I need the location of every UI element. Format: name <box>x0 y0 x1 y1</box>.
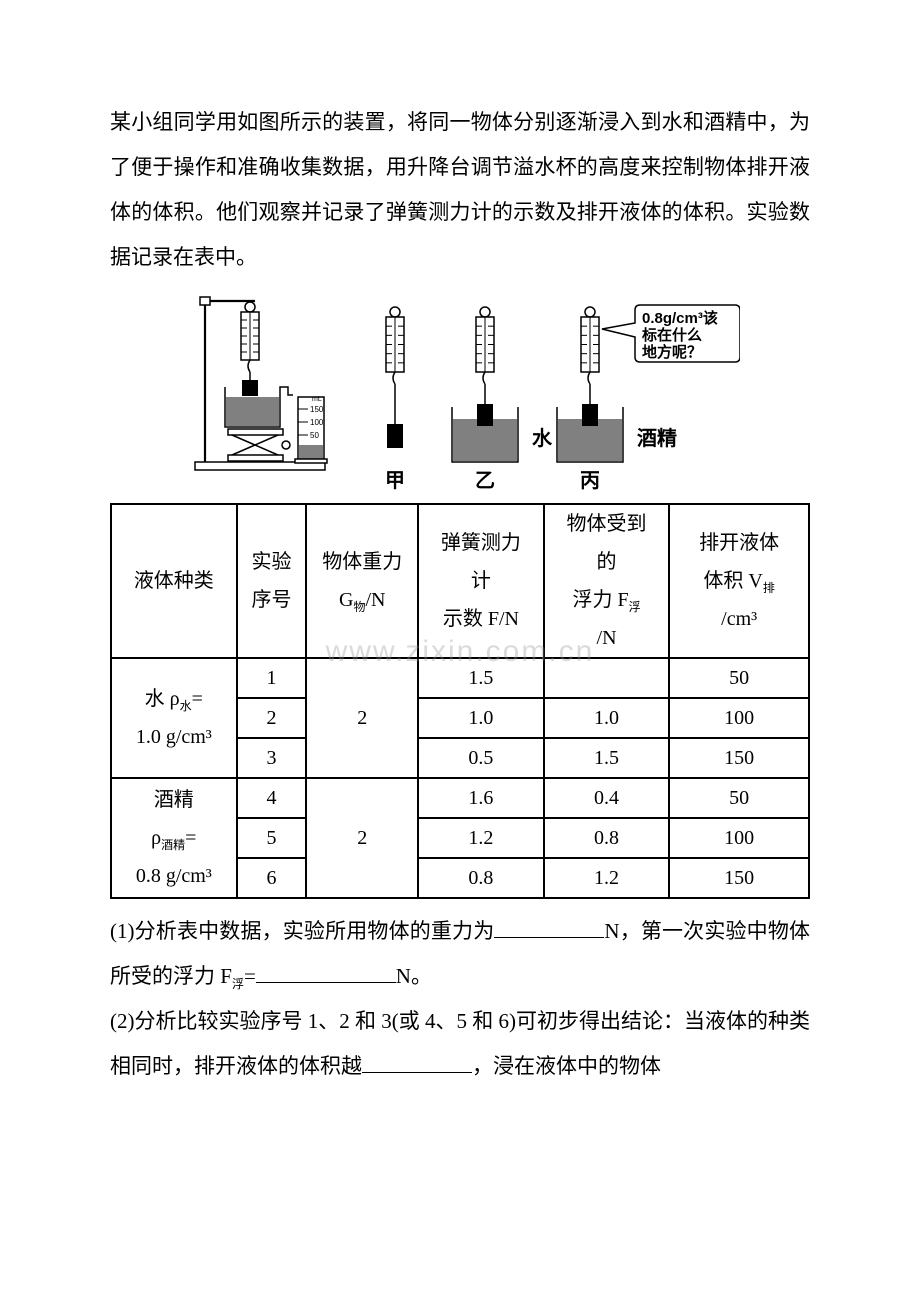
table-row: 酒精 ρ酒精= 0.8 g/cm³ 4 2 1.6 0.4 50 <box>111 778 809 818</box>
svg-text:地方呢？: 地方呢？ <box>642 343 702 361</box>
cell-spring: 0.5 <box>418 738 544 778</box>
data-table: 液体种类 实验序号 物体重力G物/N 弹簧测力计示数 F/N 物体受到 的 浮力… <box>110 503 810 899</box>
alc-sub: 酒精 <box>161 838 185 852</box>
cell-spring: 0.8 <box>418 858 544 898</box>
svg-text:0.8g/cm³该: 0.8g/cm³该 <box>642 309 718 327</box>
cell-seq: 4 <box>237 778 307 818</box>
header-seq: 实验序号 <box>237 504 307 658</box>
header-g: 物体重力G物/N <box>306 504 418 658</box>
table-header-row: 液体种类 实验序号 物体重力G物/N 弹簧测力计示数 F/N 物体受到 的 浮力… <box>111 504 809 658</box>
svg-text:100: 100 <box>310 418 324 427</box>
blank-weight <box>494 916 604 938</box>
g-sub: 物 <box>353 600 365 614</box>
buoy-l3: 浮力 F <box>572 589 628 611</box>
water-density: 1.0 g/cm³ <box>136 726 212 748</box>
cell-buoy: 1.5 <box>544 738 670 778</box>
alc-density: 0.8 g/cm³ <box>136 865 212 887</box>
vol-l2: 体积 V <box>703 570 762 592</box>
q1-text-a: (1)分析表中数据，实验所用物体的重力为 <box>110 919 494 943</box>
cell-buoy: 1.0 <box>544 698 670 738</box>
svg-text:标在什么: 标在什么 <box>641 326 702 344</box>
header-seq-text: 实验序号 <box>252 551 292 611</box>
q1-eq: = <box>244 964 256 988</box>
buoy-l2: 的 <box>597 551 617 573</box>
buoy-sub: 浮 <box>629 600 641 614</box>
vol-sub: 排 <box>763 581 775 595</box>
g-unit: /N <box>365 589 385 611</box>
header-liquid: 液体种类 <box>111 504 237 658</box>
table-row: 水 ρ水= 1.0 g/cm³ 1 2 1.5 50 <box>111 658 809 698</box>
svg-text:酒精: 酒精 <box>637 426 677 450</box>
cell-vol: 100 <box>669 818 809 858</box>
alc-eq: = <box>185 827 196 849</box>
buoy-unit: /N <box>597 627 617 649</box>
cell-g-water: 2 <box>306 658 418 778</box>
vol-l1: 排开液体 <box>699 532 779 554</box>
buoy-l1: 物体受到 <box>567 513 647 535</box>
cell-spring: 1.5 <box>418 658 544 698</box>
alc-l2: ρ <box>151 827 161 849</box>
cell-spring: 1.0 <box>418 698 544 738</box>
q1-text-d: N。 <box>396 964 432 988</box>
experiment-diagram: 150 100 50 mL 甲 水乙 酒精丙 0.8g/cm³该标在什么地方呢？ <box>110 287 810 497</box>
cell-vol: 100 <box>669 698 809 738</box>
blank-volume <box>362 1051 472 1073</box>
q1-sub: 浮 <box>232 977 244 991</box>
intro-paragraph: 某小组同学用如图所示的装置，将同一物体分别逐渐浸入到水和酒精中，为了便于操作和准… <box>110 100 810 281</box>
svg-text:乙: 乙 <box>475 470 495 492</box>
cell-seq: 1 <box>237 658 307 698</box>
cell-spring: 1.6 <box>418 778 544 818</box>
header-vol: 排开液体 体积 V排 /cm³ <box>669 504 809 658</box>
svg-text:甲: 甲 <box>385 470 405 492</box>
cell-seq: 2 <box>237 698 307 738</box>
cell-vol: 50 <box>669 778 809 818</box>
q2-text-b: ，浸在液体中的物体 <box>472 1054 661 1078</box>
question-2: (2)分析比较实验序号 1、2 和 3(或 4、5 和 6)可初步得出结论：当液… <box>110 999 810 1089</box>
water-l1: 水 ρ <box>145 688 180 710</box>
svg-text:丙: 丙 <box>580 470 600 492</box>
cell-seq: 3 <box>237 738 307 778</box>
water-sub: 水 <box>180 699 192 713</box>
cell-vol: 50 <box>669 658 809 698</box>
alcohol-liquid-cell: 酒精 ρ酒精= 0.8 g/cm³ <box>111 778 237 898</box>
cell-buoy: 1.2 <box>544 858 670 898</box>
water-liquid-cell: 水 ρ水= 1.0 g/cm³ <box>111 658 237 778</box>
cell-buoy: 0.8 <box>544 818 670 858</box>
cell-buoy <box>544 658 670 698</box>
alc-l1: 酒精 <box>154 789 194 811</box>
cell-vol: 150 <box>669 738 809 778</box>
svg-text:50: 50 <box>310 431 319 440</box>
cell-spring: 1.2 <box>418 818 544 858</box>
cell-g-alcohol: 2 <box>306 778 418 898</box>
cell-seq: 5 <box>237 818 307 858</box>
cell-seq: 6 <box>237 858 307 898</box>
header-spring: 弹簧测力计示数 F/N <box>418 504 544 658</box>
cell-buoy: 0.4 <box>544 778 670 818</box>
svg-text:150: 150 <box>310 405 324 414</box>
svg-text:mL: mL <box>312 396 322 403</box>
vol-unit: /cm³ <box>721 608 757 630</box>
svg-text:水: 水 <box>532 427 553 450</box>
question-1: (1)分析表中数据，实验所用物体的重力为N，第一次实验中物体所受的浮力 F浮=N… <box>110 909 810 999</box>
blank-buoy <box>256 961 396 983</box>
water-eq: = <box>192 688 203 710</box>
header-buoy: 物体受到 的 浮力 F浮 /N <box>544 504 670 658</box>
cell-vol: 150 <box>669 858 809 898</box>
